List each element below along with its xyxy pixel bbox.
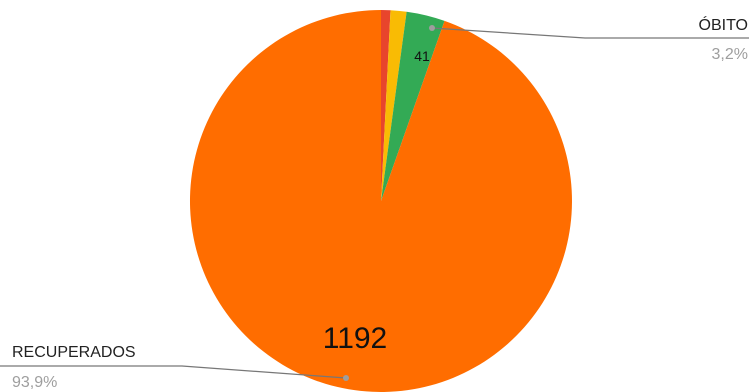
- obito-label: ÓBITO: [699, 15, 749, 34]
- obito-value-label: 41: [414, 48, 430, 64]
- obito-leader-line: [431, 27, 749, 39]
- pie-slice-óbito: [381, 11, 445, 202]
- recuperados-label: RECUPERADOS: [12, 344, 136, 361]
- pie-slice-segment-0: [381, 10, 391, 201]
- recuperados-percent: 93,9%: [12, 374, 57, 391]
- recuperados-value-label: 1192: [323, 322, 388, 355]
- recuperados-leader-line: [0, 365, 347, 379]
- obito-percent: 3,2%: [712, 46, 748, 63]
- pie-slice-recuperados: [189, 9, 572, 392]
- pie-slice-segment-1: [381, 10, 407, 201]
- obito-leader-dot: [429, 25, 435, 31]
- recuperados-leader-dot: [343, 375, 349, 381]
- pie-slices: [189, 9, 572, 392]
